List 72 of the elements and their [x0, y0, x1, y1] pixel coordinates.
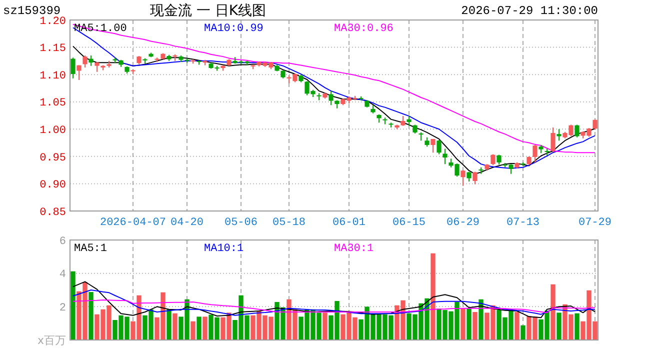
- x-tick-label: 06-29: [446, 217, 480, 229]
- line-series: [72, 290, 596, 316]
- y-tick-label: 2: [59, 302, 66, 315]
- y-tick-label: 1.00: [40, 124, 66, 137]
- bar: [574, 313, 580, 340]
- candlestick: [556, 128, 562, 142]
- candlestick: [532, 144, 538, 163]
- x-tick-label: 2026-04-07: [100, 217, 166, 229]
- bar: [70, 271, 76, 340]
- bar: [172, 313, 178, 340]
- text: MA10:0.99: [204, 23, 264, 35]
- candlestick: [460, 170, 466, 186]
- chart-subtitle: sz159399: [3, 4, 61, 18]
- candlestick: [490, 154, 496, 166]
- candlestick: [472, 171, 478, 185]
- y-tick-label: 1.05: [40, 98, 66, 110]
- candlestick: [94, 62, 100, 72]
- x-tick-label: 05-18: [272, 217, 306, 229]
- candlestick: [406, 116, 412, 126]
- candlestick: [82, 54, 88, 68]
- candlestick: [442, 148, 448, 165]
- y-tick-label: 1.15: [40, 43, 66, 56]
- candlestick: [328, 90, 334, 106]
- y-axis-title: x百万: [37, 334, 66, 347]
- y-tick-label: 0.85: [40, 206, 66, 219]
- bar: [202, 316, 208, 340]
- y-tick-label: 1.20: [40, 16, 66, 28]
- bar: [556, 312, 562, 340]
- candlestick: [592, 118, 598, 130]
- x-tick-label: 07-13: [506, 217, 540, 229]
- x-tick-label: 06-01: [332, 217, 366, 229]
- candlestick: [424, 136, 430, 148]
- bar: [478, 299, 484, 340]
- candlestick: [574, 124, 580, 138]
- bar: [88, 292, 94, 340]
- y-tick-label: 6: [59, 236, 66, 248]
- bar: [520, 325, 526, 340]
- candlestick: [400, 116, 406, 126]
- x-tick-label: 06-15: [392, 217, 426, 229]
- text: MA30:0.96: [334, 23, 394, 35]
- candlestick: [550, 127, 556, 153]
- candlestick: [436, 140, 442, 155]
- y-tick-label: 4: [59, 269, 66, 282]
- line-series: [72, 300, 596, 314]
- y-tick-label: 1.10: [40, 70, 66, 82]
- bar: [514, 312, 520, 340]
- bar: [460, 308, 466, 340]
- text: MA10:1: [204, 243, 244, 255]
- bar: [322, 312, 328, 340]
- text: MA30:1: [334, 243, 374, 255]
- y-tick-label: 0.95: [40, 152, 66, 164]
- candlestick: [88, 54, 94, 66]
- candlestick: [76, 64, 82, 81]
- bar: [550, 284, 556, 340]
- x-tick-label: 05-06: [224, 217, 258, 229]
- x-tick-label: 07-29: [578, 217, 612, 229]
- x-tick-label: 04-20: [170, 217, 204, 229]
- bar: [430, 253, 436, 340]
- bar: [166, 309, 172, 340]
- candlestick: [466, 171, 472, 182]
- y-tick-label: 0.90: [40, 180, 66, 192]
- bar: [472, 312, 478, 340]
- text: 2026-07-29 11:30:00: [461, 4, 598, 18]
- text: MA5:1: [74, 243, 108, 255]
- candlestick: [70, 57, 76, 79]
- bar: [466, 308, 472, 340]
- candlestick: [430, 138, 436, 154]
- bar: [196, 316, 202, 340]
- bar: [190, 321, 196, 340]
- line-series: [72, 281, 596, 318]
- candlestick: [496, 154, 502, 166]
- chart-title: 现金流 一 日K线图: [150, 3, 266, 19]
